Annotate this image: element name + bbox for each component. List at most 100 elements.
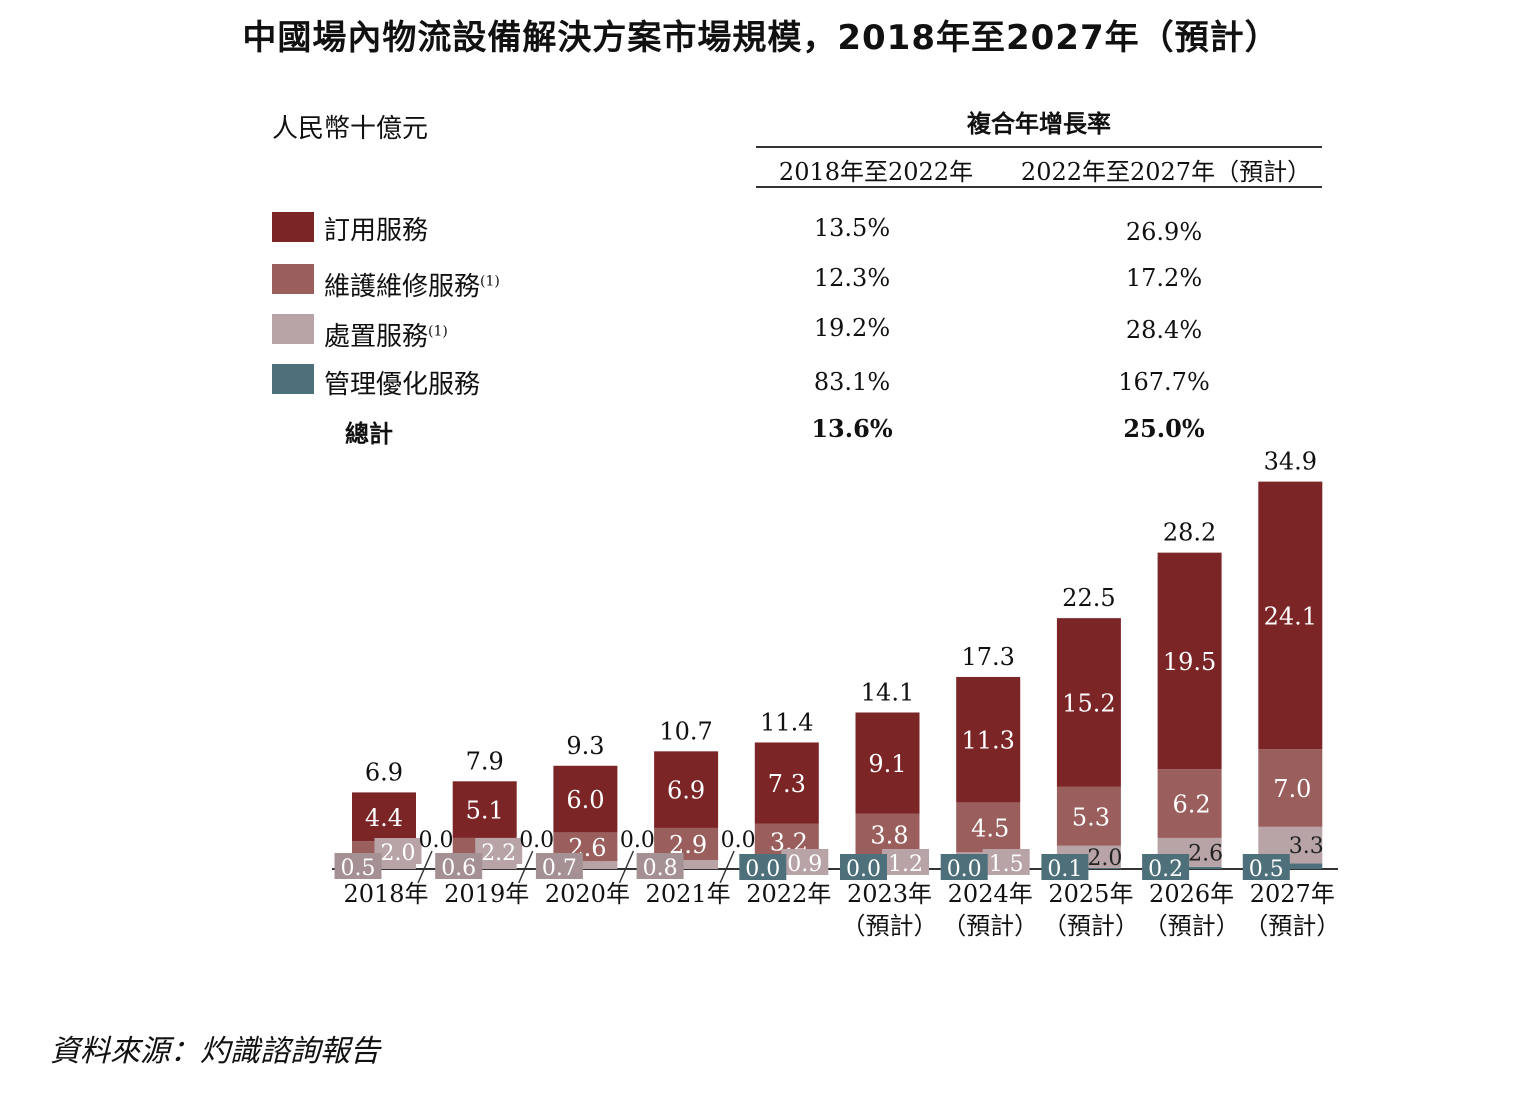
segment-label: 4.5: [971, 814, 1009, 842]
cagr-value: 28.4%: [1125, 316, 1203, 344]
bar-segment: [855, 813, 920, 856]
segment-label: 0.5: [1249, 857, 1284, 882]
segment-label-bg: [334, 853, 382, 879]
bar-segment: [553, 861, 618, 869]
bar-total-label: 6.9: [365, 758, 403, 786]
x-tick-label: 2024年: [948, 880, 1033, 908]
legend-label: 管理優化服務: [324, 370, 481, 400]
bar-segment: [1056, 867, 1121, 869]
legend-swatch: [272, 314, 314, 344]
bar-segment: [1157, 769, 1222, 838]
segment-label: 0.0: [745, 857, 780, 882]
segment-label-bg: [940, 854, 988, 880]
bar-segment: [1056, 786, 1121, 846]
x-tick-label: 2022年: [746, 880, 831, 908]
bar-segment: [1258, 863, 1323, 869]
bar-total-label: 10.7: [659, 717, 712, 745]
segment-label-bg: [374, 838, 422, 864]
segment-label: 2.0: [381, 841, 416, 866]
leader-line: [618, 850, 635, 884]
segment-label-bg: [840, 854, 887, 880]
x-tick-label: 2018年: [343, 880, 428, 908]
bar-segment: [1056, 618, 1121, 787]
bar-segment: [855, 712, 920, 814]
legend-label: 維護維修服務(1): [324, 272, 500, 302]
bar-total-label: 9.3: [566, 732, 604, 760]
x-tick-label: （預計）: [1144, 912, 1240, 940]
leader-line: [719, 850, 735, 884]
segment-label: 0.0: [519, 828, 554, 853]
segment-label: 0.6: [441, 856, 476, 881]
bar-total-label: 28.2: [1163, 519, 1216, 547]
segment-label-bg: [1142, 854, 1190, 880]
cagr-rule-top: [756, 146, 1322, 148]
segment-label: 0.0: [846, 857, 881, 882]
segment-label-bg: [435, 853, 483, 879]
segment-label-bg: [1242, 854, 1290, 880]
cagr-value: 12.3%: [813, 264, 891, 292]
segment-label-bg: [739, 854, 787, 880]
unit-label: 人民幣十億元: [272, 114, 429, 144]
cagr-value: 17.2%: [1125, 264, 1203, 292]
bar-segment: [654, 860, 719, 869]
cagr-value: 19.2%: [813, 314, 891, 342]
bar-total-label: 7.9: [466, 747, 504, 775]
bar-segment: [754, 742, 819, 824]
segment-label-bg: [475, 838, 523, 864]
x-tick-label: 2021年: [646, 880, 731, 908]
bar-segment: [956, 676, 1021, 803]
segment-label: 4.4: [365, 804, 403, 832]
legend-swatch: [272, 264, 314, 294]
bar-segment: [352, 792, 416, 842]
cagr-value: 13.5%: [813, 214, 891, 242]
segment-label: 1.5: [989, 852, 1024, 877]
segment-label: 15.2: [1062, 690, 1115, 718]
segment-label: 6.0: [566, 786, 604, 814]
bar-total-label: 14.1: [861, 678, 914, 706]
segment-label: 0.0: [947, 857, 982, 882]
segment-label: 0.9: [787, 852, 822, 877]
leader-line: [417, 850, 433, 884]
segment-label: 0.1: [1047, 857, 1082, 882]
cagr-column-2: 2022年至2027年（預計）: [1020, 158, 1312, 186]
segment-label-bg: [535, 853, 583, 879]
x-tick-label: 2020年: [545, 880, 630, 908]
bar-segment: [553, 765, 618, 833]
cagr-column-1: 2018年至2022年: [778, 158, 974, 186]
segment-label: 0.0: [620, 828, 655, 853]
legend-label: 訂用服務: [324, 216, 429, 246]
cagr-total-value: 13.6%: [811, 414, 893, 443]
bar-segment: [452, 781, 517, 838]
bar-segment: [352, 863, 416, 869]
cagr-value: 26.9%: [1125, 218, 1203, 246]
segment-label-bg: [636, 853, 684, 879]
segment-label: 11.3: [961, 727, 1014, 755]
bar-total-label: 11.4: [760, 708, 813, 736]
x-tick-label: （預計）: [842, 912, 938, 940]
stacked-bar-chart: 6.94.42.00.50.02018年7.95.12.20.60.02019年…: [332, 448, 1340, 940]
x-tick-label: 2026年: [1149, 880, 1234, 908]
bar-total-label: 22.5: [1062, 584, 1115, 612]
segment-label: 5.3: [1072, 803, 1110, 831]
segment-label-bg: [781, 849, 829, 875]
x-tick-label: 2023年: [847, 880, 932, 908]
cagr-rule-bottom: [756, 186, 1322, 188]
segment-label: 3.3: [1289, 834, 1324, 859]
bar-segment: [1157, 866, 1222, 869]
bar-segment: [654, 751, 719, 828]
bar-segment: [452, 862, 517, 869]
leader-line: [518, 850, 534, 884]
segment-label: 0.5: [341, 856, 376, 881]
x-tick-label: 2019年: [444, 880, 529, 908]
source-note: 資料來源：灼識諮詢報告: [50, 1034, 380, 1069]
segment-label-bg: [882, 849, 929, 875]
segment-label: 0.8: [643, 856, 678, 881]
x-tick-label: （預計）: [1244, 912, 1340, 940]
segment-label: 7.0: [1273, 775, 1311, 803]
bar-segment: [1258, 749, 1323, 827]
bar-segment: [956, 802, 1021, 853]
segment-label: 0.7: [542, 856, 577, 881]
legend-label: 處置服務(1): [324, 322, 448, 352]
chart-title: 中國場內物流設備解決方案市場規模，2018年至2027年（預計）: [242, 18, 1280, 58]
legend-swatch: [272, 212, 314, 242]
